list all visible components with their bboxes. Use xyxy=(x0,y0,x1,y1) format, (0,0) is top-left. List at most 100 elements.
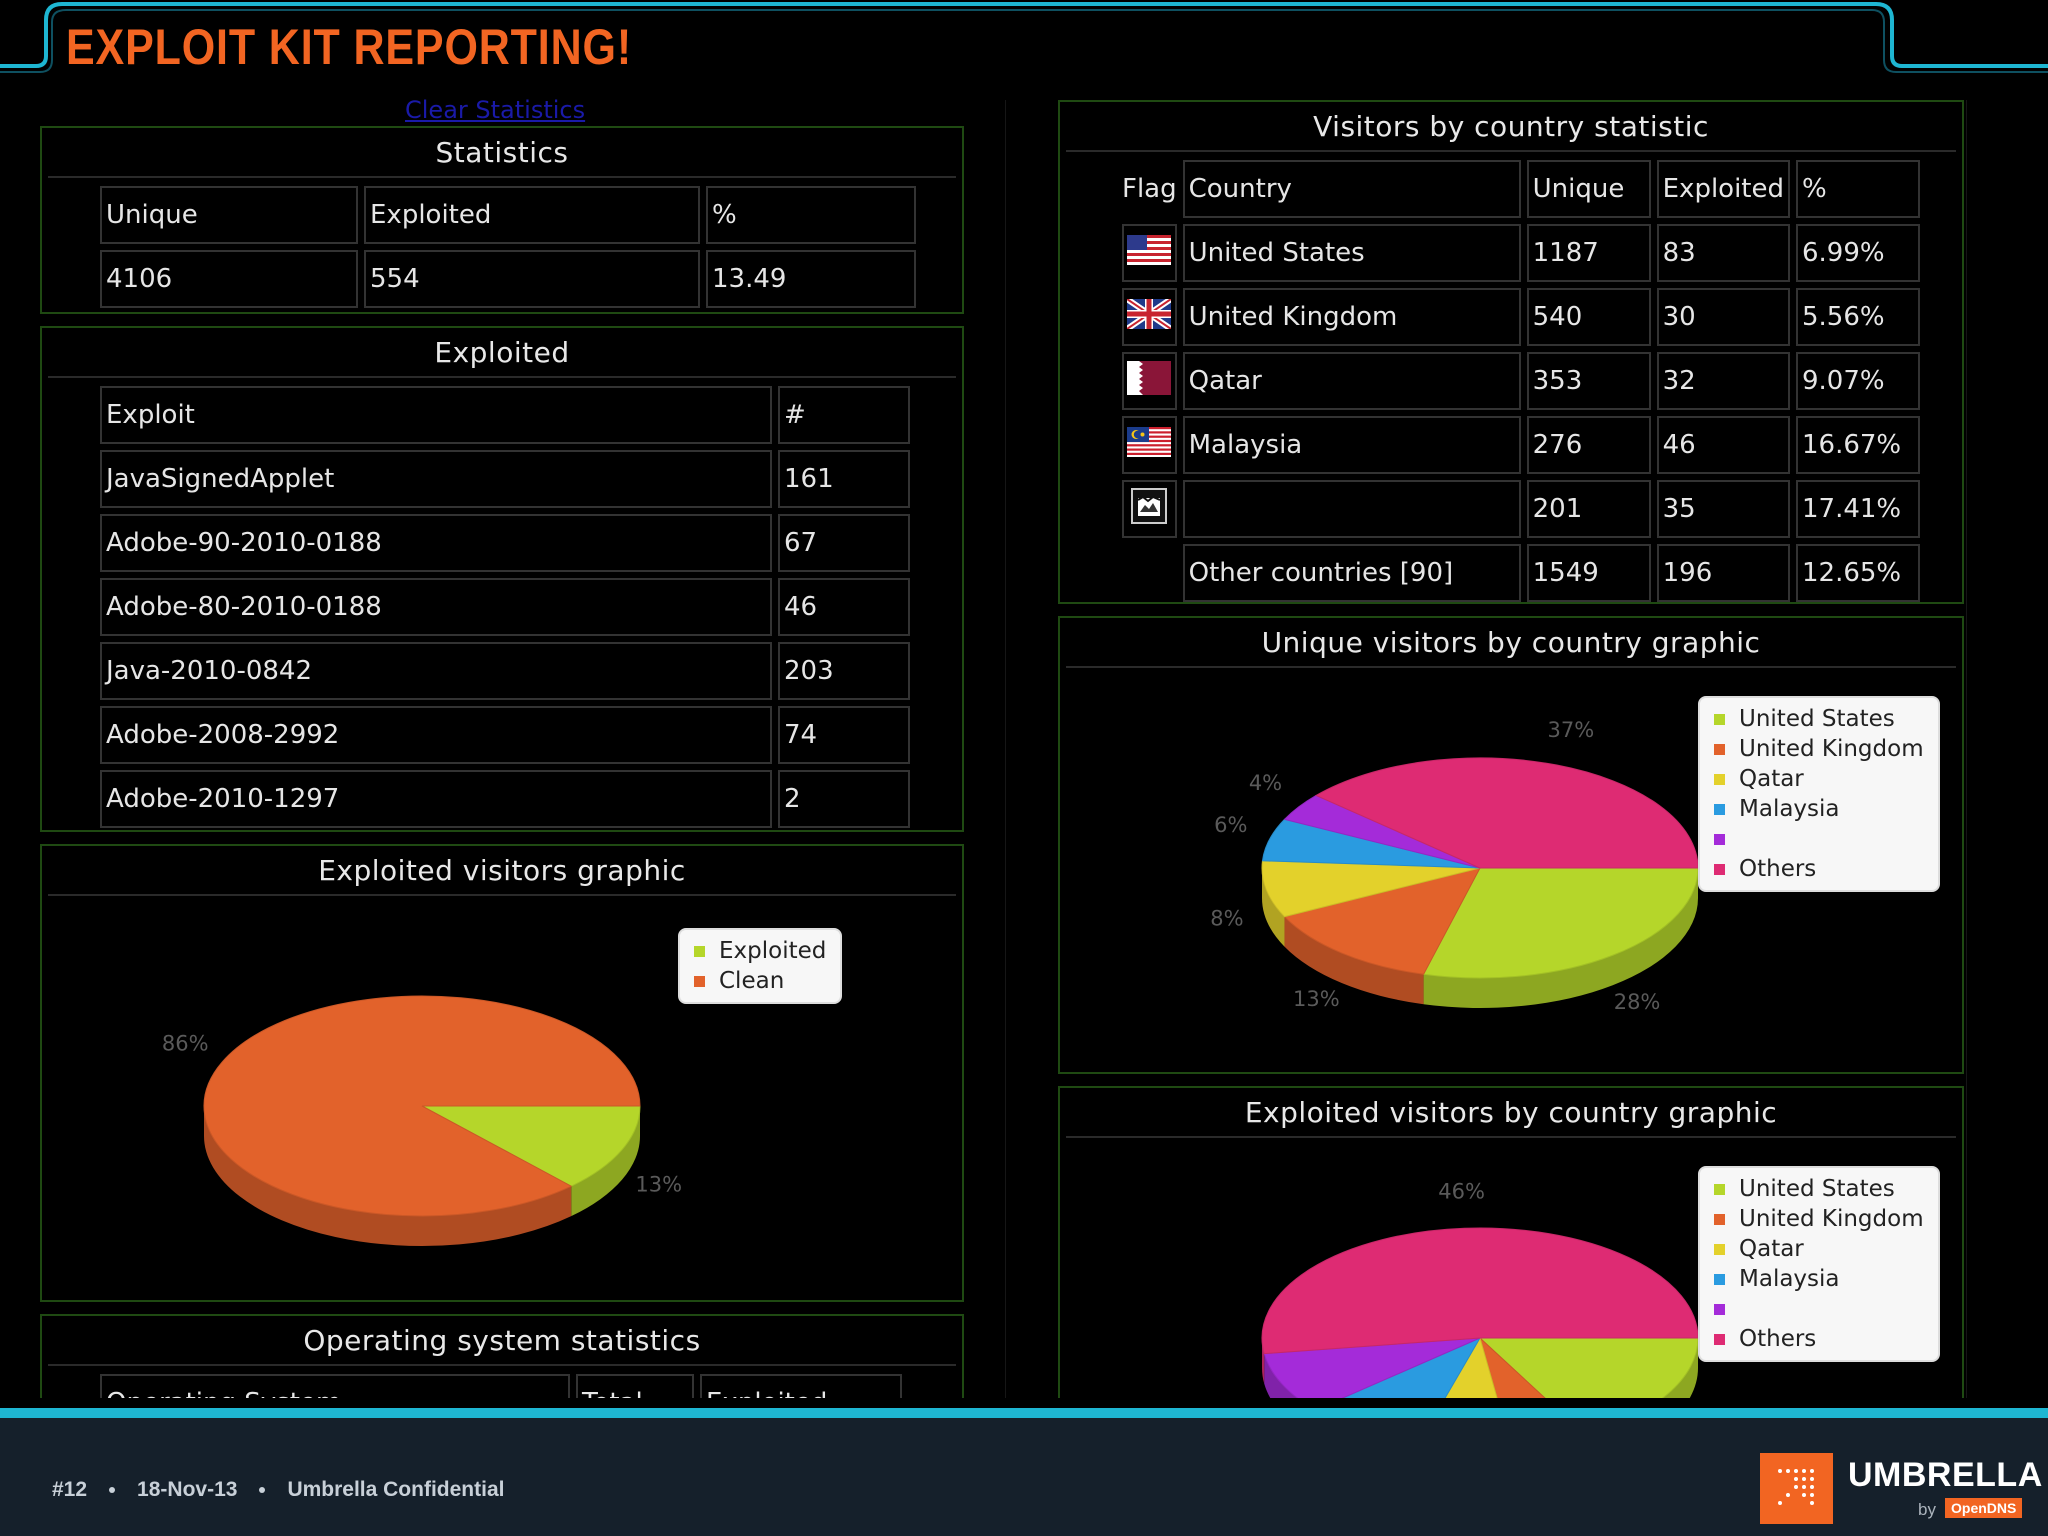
panel-title: Unique visitors by country graphic xyxy=(1066,618,1956,668)
broken-image-icon xyxy=(1131,487,1168,524)
unique-count: 353 xyxy=(1526,352,1651,410)
qatar-flag-icon xyxy=(1127,360,1172,395)
exploit-name: Adobe-2008-2992 xyxy=(100,706,772,764)
exploit-name: Java-2010-0842 xyxy=(100,642,772,700)
chart-legend: United States United Kingdom Qatar Malaysia… xyxy=(1698,696,1940,892)
exploited-count: 83 xyxy=(1656,224,1790,282)
legend-item: Exploited xyxy=(694,936,826,966)
legend-label: United States xyxy=(1739,1176,1895,1202)
pie-slice xyxy=(1261,860,1481,918)
malaysia-flag-icon xyxy=(1127,426,1172,457)
slide-footer: #12 18-Nov-13 Umbrella Confidential xyxy=(0,1408,2048,1536)
panel-title: Statistics xyxy=(48,128,956,178)
pie-percent-label: 13% xyxy=(1293,987,1340,1011)
unique-country-pie-chart: 28% 13% 8% 6%4% 37% xyxy=(1210,718,1699,1014)
clear-statistics-link[interactable]: Clear Statistics xyxy=(405,96,586,124)
legend-swatch xyxy=(1714,1273,1725,1285)
column-header: Operating System xyxy=(100,1374,570,1398)
country-name: Malaysia xyxy=(1182,416,1521,474)
table-row: Other countries [90] 1549 196 12.65% xyxy=(1122,544,1920,602)
exploited-percent: 9.07% xyxy=(1796,352,1920,410)
os-statistics-panel: Operating system statistics Operating Sy… xyxy=(40,1314,964,1398)
table-row: Adobe-2010-1297 2 xyxy=(100,770,910,828)
legend-label: Clean xyxy=(719,968,785,994)
legend-label: United Kingdom xyxy=(1739,1206,1924,1232)
legend-label: Others xyxy=(1739,856,1817,882)
legend-swatch xyxy=(1714,1213,1725,1225)
exploited-count: 46 xyxy=(1656,416,1790,474)
exploited-count: 30 xyxy=(1656,288,1790,346)
legend-item: United Kingdom xyxy=(1714,734,1924,764)
exploit-count: 67 xyxy=(778,514,910,572)
legend-swatch xyxy=(1714,863,1725,875)
flag-cell xyxy=(1122,288,1177,346)
legend-item: Qatar xyxy=(1714,764,1924,794)
table-header-row: Exploit # xyxy=(100,386,910,444)
legend-label: United States xyxy=(1739,706,1895,732)
exploit-name: JavaSignedApplet xyxy=(100,450,772,508)
statistics-table: Unique Exploited % 4106 554 13.49 xyxy=(94,180,922,314)
legend-label: Exploited xyxy=(719,938,827,964)
legend-swatch xyxy=(1714,743,1725,755)
pie-slice xyxy=(1422,867,1699,979)
table-row: JavaSignedApplet 161 xyxy=(100,450,910,508)
exploited-table: Exploit # JavaSignedApplet 161 Adobe-90-2… xyxy=(94,380,916,834)
unique-count: 540 xyxy=(1526,288,1651,346)
column-header: Country xyxy=(1182,160,1521,218)
pie-depth xyxy=(1262,1338,1698,1398)
pie-slice xyxy=(421,1105,641,1187)
legend-label: Malaysia xyxy=(1739,1266,1840,1292)
unique-count: 1549 xyxy=(1526,544,1651,602)
legend-swatch xyxy=(1714,833,1725,845)
legend-item: United States xyxy=(1714,704,1924,734)
unique-count: 276 xyxy=(1526,416,1651,474)
separator-dot xyxy=(259,1487,266,1493)
separator-dot xyxy=(109,1487,116,1493)
legend-item: Clean xyxy=(694,966,826,996)
exploited-percent: 17.41% xyxy=(1796,480,1920,538)
legend-label: United Kingdom xyxy=(1739,736,1924,762)
pie-slice xyxy=(1283,867,1481,975)
panel-title: Visitors by country statistic xyxy=(1066,102,1956,152)
pie-slice-side xyxy=(1284,916,1424,1005)
table-header-row: Unique Exploited % xyxy=(100,186,916,244)
unique-count: 1187 xyxy=(1526,224,1651,282)
os-statistics-table: Operating System Total Exploited xyxy=(94,1368,908,1398)
umbrella-logo-icon xyxy=(1760,1453,1833,1524)
exploited-percent: 12.65% xyxy=(1796,544,1920,602)
column-header: Flag xyxy=(1122,174,1177,204)
pie-slice-side xyxy=(1662,1338,1698,1398)
flag-cell xyxy=(1122,352,1177,410)
column-header: % xyxy=(706,186,916,244)
exploit-name: Adobe-90-2010-0188 xyxy=(100,514,772,572)
legend-label: Malaysia xyxy=(1739,796,1840,822)
legend-item xyxy=(1714,1294,1924,1324)
footer-rule xyxy=(0,1408,2048,1418)
flag-cell xyxy=(1122,480,1177,538)
column-header: Unique xyxy=(100,186,358,244)
column-header: % xyxy=(1796,160,1920,218)
table-row: Adobe-90-2010-0188 67 xyxy=(100,514,910,572)
legend-swatch xyxy=(1714,773,1725,785)
exploited-count: 35 xyxy=(1656,480,1790,538)
country-name xyxy=(1182,480,1521,538)
legend-item: United Kingdom xyxy=(1714,1204,1924,1234)
pie-percent-label: 28% xyxy=(1614,990,1661,1014)
legend-swatch xyxy=(1714,1303,1725,1315)
pie-slice-side xyxy=(1423,868,1698,1008)
percent-value: 13.49 xyxy=(706,250,916,308)
opendns-badge: OpenDNS xyxy=(1945,1498,2023,1518)
slide-date: 18-Nov-13 xyxy=(137,1478,238,1501)
pie-slice-side xyxy=(1264,1353,1298,1398)
header-frame xyxy=(0,2,2048,73)
table-row: Adobe-2008-2992 74 xyxy=(100,706,910,764)
exploited-value: 554 xyxy=(364,250,700,308)
flag-cell xyxy=(1122,544,1177,602)
legend-swatch xyxy=(1714,1183,1725,1195)
legend-swatch xyxy=(1714,1243,1725,1255)
legend-item: Qatar xyxy=(1714,1234,1924,1264)
chart-legend: Exploited Clean xyxy=(678,928,843,1004)
pie-percent-label: 86% xyxy=(162,1031,209,1055)
pie-slice-side xyxy=(1262,1338,1265,1384)
exploited-percent: 6.99% xyxy=(1796,224,1920,282)
